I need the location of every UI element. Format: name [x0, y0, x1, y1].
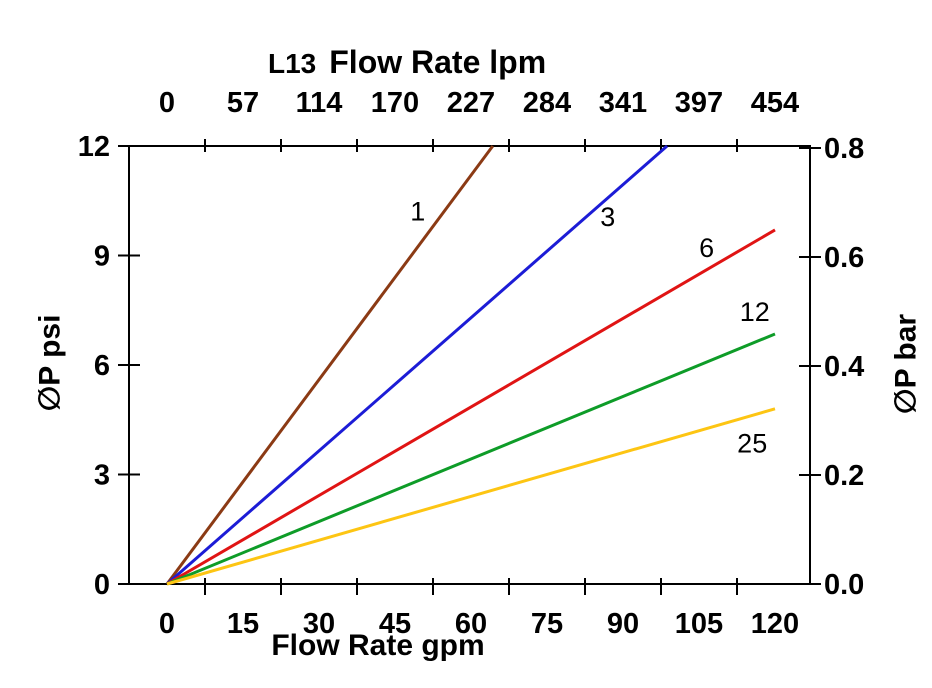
bottom-tick-label: 90 [607, 608, 639, 640]
left-axis-title: ∅P psi [33, 314, 67, 412]
top-tick-label: 284 [523, 87, 571, 119]
top-tick-label: 227 [447, 87, 495, 119]
top-tick-label: 341 [599, 87, 647, 119]
bottom-tick-label: 15 [227, 608, 259, 640]
right-tick-label: 0.0 [824, 569, 864, 601]
top-axis-title: Flow Rate lpm [329, 44, 547, 80]
bottom-tick-label: 75 [531, 608, 563, 640]
bottom-tick-label: 120 [751, 608, 799, 640]
series-label-25: 25 [737, 428, 767, 458]
right-tick-label: 0.2 [824, 460, 864, 492]
right-tick-label: 0.4 [824, 351, 864, 383]
series-label-12: 12 [740, 297, 770, 327]
series-label-3: 3 [600, 202, 615, 232]
top-tick-label: 0 [159, 87, 175, 119]
bottom-tick-label: 45 [379, 608, 411, 640]
series-line-12 [166, 332, 776, 586]
plot-border [128, 145, 811, 585]
top-tick-label: 114 [296, 87, 343, 119]
bottom-tick-label: 30 [303, 608, 335, 640]
series-line-1 [165, 145, 494, 585]
series-line-25 [166, 407, 776, 586]
left-tick-label: 0 [94, 569, 110, 601]
chart-title: L13 Flow Rate lpm [268, 44, 546, 81]
top-tick-label: 454 [751, 87, 799, 119]
series-line-6 [166, 228, 776, 586]
bottom-tick-label: 0 [159, 608, 175, 640]
top-tick-label: 170 [371, 87, 419, 119]
series-label-1: 1 [410, 197, 425, 227]
top-tick-label: 57 [227, 87, 259, 119]
bottom-tick-label: 60 [455, 608, 487, 640]
top-tick-label: 397 [675, 87, 723, 119]
series-line-3 [166, 144, 669, 586]
right-tick-label: 0.6 [824, 242, 864, 274]
bottom-tick-label: 105 [675, 608, 723, 640]
left-tick-label: 6 [94, 350, 110, 382]
left-tick-label: 9 [94, 241, 110, 273]
model-label: L13 [268, 48, 317, 79]
series-label-6: 6 [699, 233, 714, 263]
right-axis-title: ∅P bar [889, 313, 923, 415]
left-tick-label: 3 [94, 460, 110, 492]
right-tick-label: 0.8 [824, 133, 864, 165]
left-tick-label: 12 [78, 131, 110, 163]
bottom-axis-title: Flow Rate gpm [271, 629, 485, 662]
